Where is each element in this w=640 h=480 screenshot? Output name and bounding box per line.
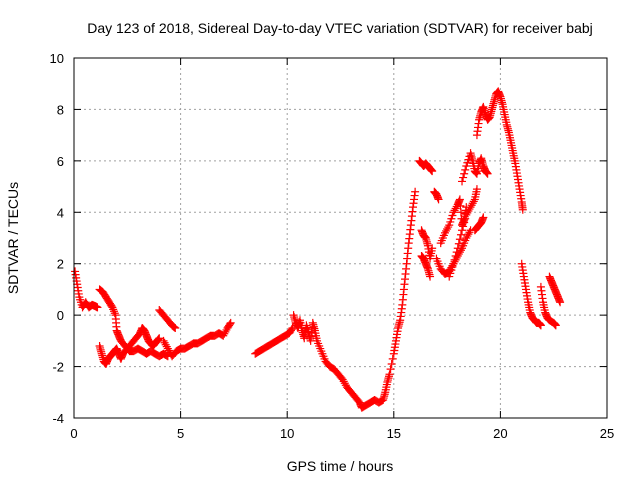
x-tick-label: 10 xyxy=(280,426,294,441)
data-point xyxy=(444,223,453,232)
data-point xyxy=(155,334,164,343)
data-point xyxy=(456,230,465,239)
data-point xyxy=(460,218,469,227)
data-point xyxy=(458,177,467,186)
data-point xyxy=(93,303,102,312)
data-point xyxy=(411,187,420,196)
data-point xyxy=(287,325,296,334)
data-point xyxy=(556,298,565,307)
y-tick-label: 6 xyxy=(57,154,64,169)
data-marks xyxy=(71,87,565,412)
data-point xyxy=(461,165,470,174)
data-point xyxy=(451,252,460,260)
x-tick-label: 0 xyxy=(70,426,77,441)
y-tick-label: 4 xyxy=(57,205,64,220)
x-tick-label: 15 xyxy=(387,426,401,441)
data-point xyxy=(454,239,463,248)
data-point xyxy=(459,222,468,231)
x-tick-label: 5 xyxy=(177,426,184,441)
data-point xyxy=(225,320,234,329)
data-point xyxy=(385,370,394,379)
x-axis-label: GPS time / hours xyxy=(287,458,394,474)
y-tick-label: -4 xyxy=(52,411,64,426)
data-point xyxy=(518,205,527,214)
y-tick-label: 8 xyxy=(57,102,64,117)
data-point xyxy=(169,322,178,331)
data-point xyxy=(428,167,437,176)
data-point xyxy=(452,248,461,257)
y-axis-label: SDTVAR / TECUs xyxy=(5,182,21,294)
data-point xyxy=(170,323,179,332)
data-point xyxy=(472,185,481,194)
y-tick-label: 0 xyxy=(57,308,64,323)
data-point xyxy=(386,365,395,374)
data-point xyxy=(483,169,492,178)
data-point xyxy=(108,303,117,312)
data-point xyxy=(469,197,478,206)
tick-labels: 0 5 10 15 20 25 -4 -2 0 2 4 6 8 10 xyxy=(50,51,615,441)
y-tick-label: 10 xyxy=(50,51,64,66)
data-point xyxy=(459,173,468,182)
y-tick-label: 2 xyxy=(57,257,64,272)
y-tick-label: -2 xyxy=(52,360,64,375)
data-point xyxy=(551,321,560,330)
data-point xyxy=(460,169,469,178)
data-point xyxy=(109,307,118,316)
ticks xyxy=(73,57,608,419)
data-point xyxy=(465,228,474,237)
data-point xyxy=(110,309,119,318)
data-point xyxy=(461,214,470,223)
data-point xyxy=(453,244,462,253)
data-point xyxy=(455,235,464,244)
data-point xyxy=(458,226,467,235)
chart-title: Day 123 of 2018, Sidereal Day-to-day VTE… xyxy=(87,20,593,36)
data-point xyxy=(388,354,397,363)
x-tick-label: 20 xyxy=(493,426,507,441)
data-point xyxy=(536,321,545,330)
plot-frame xyxy=(73,57,608,419)
data-point xyxy=(479,213,488,222)
data-point xyxy=(171,324,180,332)
x-tick-label: 25 xyxy=(600,426,614,441)
data-point xyxy=(450,255,459,264)
data-point xyxy=(226,318,235,327)
grid xyxy=(74,58,607,418)
data-point xyxy=(449,259,458,268)
data-point xyxy=(434,195,443,204)
data-point xyxy=(109,305,118,314)
data-point xyxy=(428,244,437,253)
data-point xyxy=(426,272,435,281)
data-point xyxy=(387,360,396,368)
